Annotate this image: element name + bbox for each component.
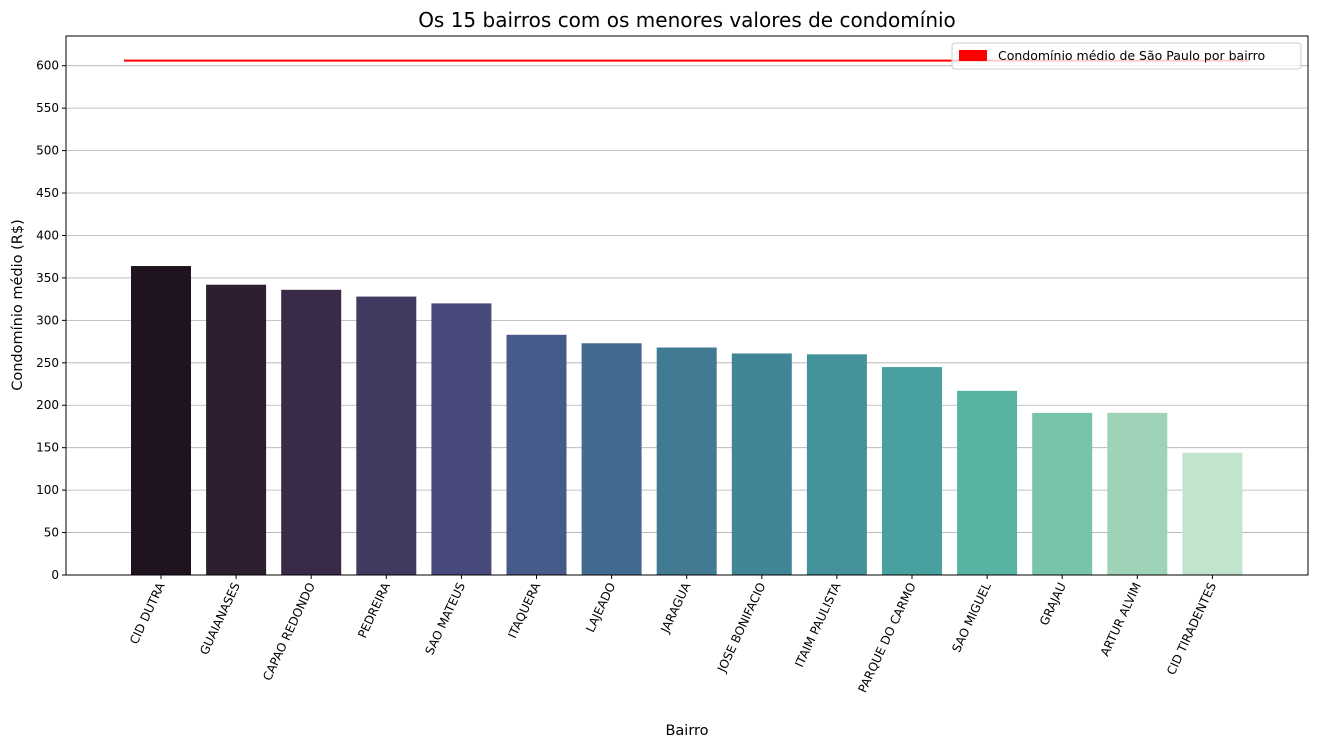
x-tick-label: SAO MIGUEL bbox=[949, 580, 994, 654]
bars bbox=[131, 266, 1243, 575]
y-tick-label: 350 bbox=[36, 271, 59, 285]
x-tick-label: ITAQUERA bbox=[505, 580, 543, 641]
y-tick-label: 100 bbox=[36, 483, 59, 497]
y-tick-label: 600 bbox=[36, 59, 59, 73]
bar bbox=[581, 343, 642, 575]
x-tick-label: PEDREIRA bbox=[355, 580, 393, 641]
x-tick-label: LAJEADO bbox=[583, 580, 618, 634]
y-tick-label: 500 bbox=[36, 144, 59, 158]
x-tick-label: GRAJAU bbox=[1037, 580, 1069, 627]
bar bbox=[806, 354, 867, 575]
bar bbox=[656, 347, 717, 575]
x-axis-label: Bairro bbox=[665, 723, 708, 739]
y-axis-label: Condomínio médio (R$) bbox=[10, 219, 26, 391]
bar bbox=[882, 367, 942, 575]
bar bbox=[131, 266, 191, 575]
bar bbox=[206, 284, 267, 575]
x-tick-label: JOSE BONIFACIO bbox=[714, 580, 768, 675]
bar bbox=[731, 353, 792, 575]
x-tick-label: ITAIM PAULISTA bbox=[792, 580, 844, 670]
x-tick-label: CID DUTRA bbox=[127, 580, 168, 647]
x-axis: CID DUTRA GUAIANASES CAPAO REDONDO PEDREIRA… bbox=[127, 575, 1219, 695]
bar bbox=[356, 296, 417, 575]
bar bbox=[431, 303, 492, 575]
legend-swatch bbox=[959, 50, 987, 61]
y-tick-label: 150 bbox=[36, 441, 59, 455]
x-tick-label: JARAGUA bbox=[658, 580, 694, 636]
y-tick-label: 550 bbox=[36, 101, 59, 115]
legend-box bbox=[951, 42, 1302, 70]
x-tick-label: SAO MATEUS bbox=[422, 580, 468, 657]
chart-title: Os 15 bairros com os menores valores de … bbox=[418, 8, 956, 32]
y-tick-label: 0 bbox=[51, 568, 59, 582]
x-tick-label: ARTUR ALVIM bbox=[1098, 580, 1144, 658]
bar bbox=[1032, 412, 1093, 575]
bar bbox=[957, 390, 1018, 575]
bar bbox=[281, 289, 342, 575]
y-tick-label: 300 bbox=[36, 313, 59, 327]
y-tick-label: 450 bbox=[36, 186, 59, 200]
y-tick-label: 250 bbox=[36, 356, 59, 370]
y-tick-label: 400 bbox=[36, 228, 59, 242]
legend-label: Condomínio médio de São Paulo por bairro bbox=[998, 48, 1265, 63]
bar bbox=[1107, 412, 1168, 575]
y-tick-label: 50 bbox=[44, 526, 59, 540]
x-tick-label: GUAIANASES bbox=[197, 580, 243, 657]
y-axis: 0 50 100 150 200 250 300 350 400 450 500 550 600 bbox=[36, 59, 66, 582]
bar bbox=[1182, 452, 1243, 575]
bar bbox=[506, 334, 567, 575]
x-tick-label: PARQUE DO CARMO bbox=[855, 580, 918, 695]
x-tick-label: CAPAO REDONDO bbox=[260, 580, 318, 683]
legend: Condomínio médio de São Paulo por bairro bbox=[951, 42, 1302, 70]
y-tick-label: 200 bbox=[36, 398, 59, 412]
x-tick-label: CID TIRADENTES bbox=[1164, 580, 1219, 677]
